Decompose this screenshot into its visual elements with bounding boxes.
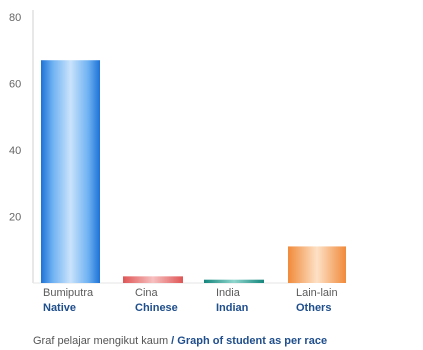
bar-chinese [123, 276, 183, 283]
bars [41, 60, 346, 283]
category-label-malay: Lain-lain [296, 287, 338, 299]
category-label-english: Indian [216, 302, 249, 314]
category-label-malay: Cina [135, 287, 159, 299]
chart-caption: Graf pelajar mengikut kaum / Graph of st… [33, 335, 327, 347]
y-tick-label: 80 [9, 12, 21, 24]
bar-others [288, 246, 346, 283]
category-label-malay: Bumiputra [43, 287, 94, 299]
category-label-english: Others [296, 302, 331, 314]
category-label-english: Native [43, 302, 76, 314]
bar-indian [204, 279, 264, 283]
category-label-english: Chinese [135, 302, 178, 314]
caption-malay: Graf pelajar mengikut kaum [33, 335, 168, 347]
category-label-malay: India [216, 287, 241, 299]
category-labels: Bumiputra Native Cina Chinese India Indian Lai… [43, 287, 338, 314]
caption-english: Graph of student as per race [177, 335, 327, 347]
caption-separator: / [168, 335, 177, 347]
y-tick-label: 60 [9, 79, 21, 91]
bar-native [41, 60, 100, 283]
y-tick-labels: 20 40 60 80 [9, 12, 21, 224]
y-tick-label: 20 [9, 212, 21, 224]
y-tick-label: 40 [9, 145, 21, 157]
